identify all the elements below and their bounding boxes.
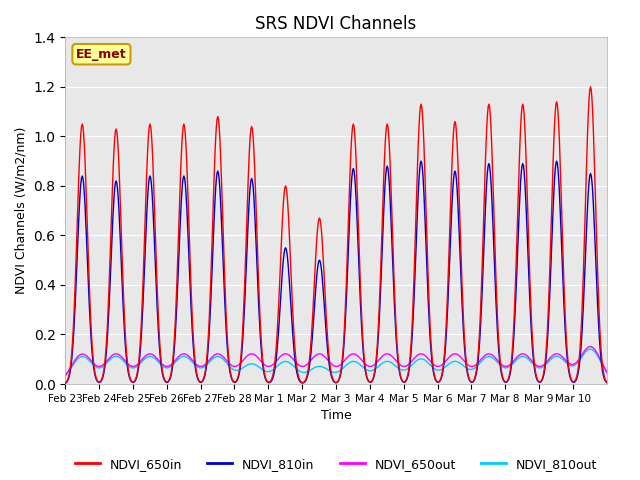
- Title: SRS NDVI Channels: SRS NDVI Channels: [255, 15, 417, 33]
- Text: EE_met: EE_met: [76, 48, 127, 61]
- X-axis label: Time: Time: [321, 409, 351, 422]
- Y-axis label: NDVI Channels (W/m2/nm): NDVI Channels (W/m2/nm): [15, 127, 28, 294]
- Legend: NDVI_650in, NDVI_810in, NDVI_650out, NDVI_810out: NDVI_650in, NDVI_810in, NDVI_650out, NDV…: [70, 453, 602, 476]
